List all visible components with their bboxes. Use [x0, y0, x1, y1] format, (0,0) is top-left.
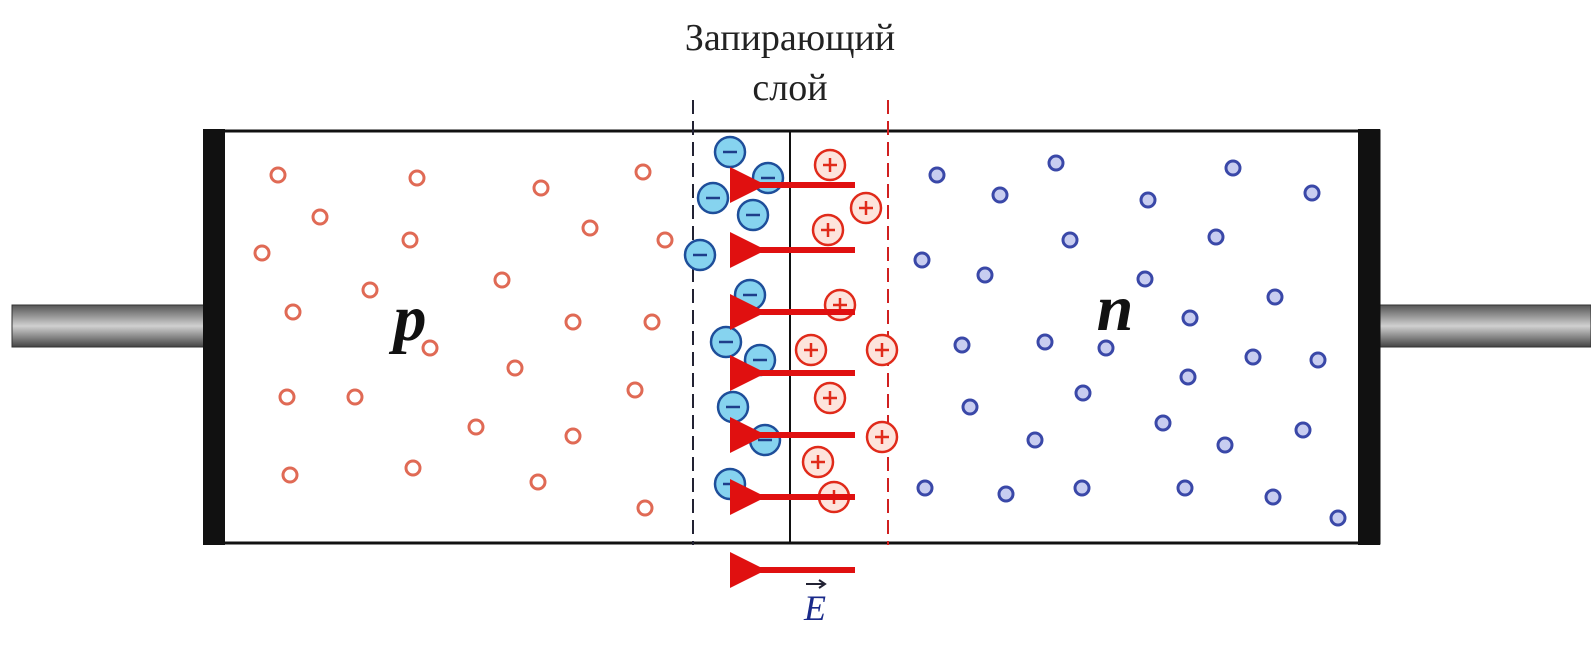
electron	[1305, 186, 1319, 200]
left-wire	[12, 305, 207, 347]
electron	[1075, 481, 1089, 495]
barrier-label: Запирающий	[685, 17, 895, 59]
hole	[286, 305, 300, 319]
hole	[280, 390, 294, 404]
hole	[403, 233, 417, 247]
electron	[978, 268, 992, 282]
electron	[1226, 161, 1240, 175]
electron	[999, 487, 1013, 501]
electron	[955, 338, 969, 352]
electron	[1138, 272, 1152, 286]
hole	[255, 246, 269, 260]
left-contact	[203, 129, 225, 545]
hole	[628, 383, 642, 397]
hole	[348, 390, 362, 404]
right-contact	[1358, 129, 1380, 545]
electron	[1218, 438, 1232, 452]
hole	[469, 420, 483, 434]
p-region-label: p	[389, 282, 427, 355]
hole	[658, 233, 672, 247]
electron	[1038, 335, 1052, 349]
electron	[1331, 511, 1345, 525]
right-wire	[1378, 305, 1591, 347]
page: Запирающий слой p n E (() => { const dat…	[0, 0, 1591, 653]
diagram: Запирающий слой p n E	[0, 0, 1591, 653]
hole	[508, 361, 522, 375]
hole	[363, 283, 377, 297]
electron	[1028, 433, 1042, 447]
electron	[1266, 490, 1280, 504]
n-region-label: n	[1097, 272, 1134, 345]
barrier-label: слой	[752, 67, 827, 109]
hole	[645, 315, 659, 329]
electron	[1141, 193, 1155, 207]
electron	[1268, 290, 1282, 304]
electron	[1063, 233, 1077, 247]
electron	[1076, 386, 1090, 400]
hole	[566, 429, 580, 443]
hole	[566, 315, 580, 329]
hole	[313, 210, 327, 224]
electron	[993, 188, 1007, 202]
hole	[531, 475, 545, 489]
electron	[1156, 416, 1170, 430]
hole	[271, 168, 285, 182]
electron	[1296, 423, 1310, 437]
hole	[534, 181, 548, 195]
electron	[1183, 311, 1197, 325]
electron	[1181, 370, 1195, 384]
hole	[410, 171, 424, 185]
hole	[638, 501, 652, 515]
electron	[963, 400, 977, 414]
hole	[495, 273, 509, 287]
electron	[915, 253, 929, 267]
electron	[1246, 350, 1260, 364]
hole	[406, 461, 420, 475]
hole	[283, 468, 297, 482]
electron	[1049, 156, 1063, 170]
electron	[918, 481, 932, 495]
hole	[636, 165, 650, 179]
crystal	[205, 131, 1379, 543]
electron	[1178, 481, 1192, 495]
electron	[1209, 230, 1223, 244]
field-label: E	[803, 588, 826, 628]
hole	[583, 221, 597, 235]
electron	[1311, 353, 1325, 367]
electron	[930, 168, 944, 182]
